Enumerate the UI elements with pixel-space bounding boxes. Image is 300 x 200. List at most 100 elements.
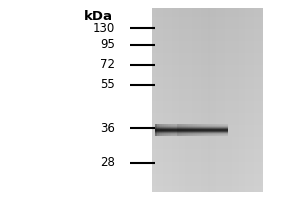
Bar [197, 124, 199, 136]
Bar [152, 72, 263, 73]
Bar [152, 121, 263, 122]
Bar [152, 166, 263, 167]
Bar [201, 124, 203, 136]
Bar [152, 112, 263, 113]
Bar [152, 96, 263, 97]
Bar [152, 37, 263, 38]
Bar [152, 146, 263, 147]
Bar [232, 8, 234, 192]
Bar [243, 8, 245, 192]
Bar [159, 124, 161, 136]
Bar [152, 43, 263, 44]
Bar [219, 8, 221, 192]
Bar [152, 165, 263, 166]
Bar [152, 81, 263, 82]
Bar [152, 152, 263, 153]
Bar [185, 8, 188, 192]
Bar [167, 8, 170, 192]
Bar [152, 130, 263, 131]
Bar [159, 8, 161, 192]
Bar [181, 8, 183, 192]
Bar [152, 174, 263, 175]
Bar [152, 163, 263, 164]
Bar [152, 137, 263, 138]
Bar [152, 84, 263, 85]
Bar [152, 10, 263, 11]
Bar [212, 8, 214, 192]
Bar [152, 103, 263, 104]
Bar [152, 102, 263, 103]
Bar [152, 126, 263, 127]
Bar [152, 90, 263, 91]
Bar [161, 8, 163, 192]
Bar [152, 59, 263, 60]
Bar [208, 124, 210, 136]
Bar [192, 8, 194, 192]
Bar [152, 180, 263, 181]
Bar [152, 94, 263, 95]
Bar [175, 124, 177, 136]
Bar [152, 168, 263, 169]
Bar [152, 133, 263, 134]
Bar [152, 22, 263, 23]
Bar [152, 82, 263, 83]
Bar [256, 8, 259, 192]
Bar [152, 147, 263, 148]
Bar [152, 172, 263, 173]
Bar [152, 154, 263, 155]
Bar [152, 53, 263, 54]
Bar [165, 8, 167, 192]
Bar [223, 124, 224, 136]
Bar [152, 99, 263, 100]
Bar [152, 20, 263, 21]
Bar [152, 11, 263, 12]
Bar [152, 15, 263, 16]
Bar [152, 29, 263, 30]
Bar [152, 159, 263, 160]
Bar [152, 101, 263, 102]
Bar [191, 124, 193, 136]
Bar [152, 88, 263, 89]
Bar [152, 56, 263, 57]
Bar [152, 145, 263, 146]
Bar [152, 14, 263, 15]
Bar [210, 124, 212, 136]
Bar [152, 188, 263, 189]
Bar [152, 78, 263, 79]
Bar [152, 107, 263, 108]
Bar [202, 124, 204, 136]
Bar [152, 93, 263, 94]
Bar [206, 124, 208, 136]
Bar [152, 151, 263, 152]
Bar [205, 8, 208, 192]
Bar [230, 8, 232, 192]
Bar [152, 89, 263, 90]
Bar [172, 8, 174, 192]
Bar [152, 46, 263, 47]
Bar [234, 8, 236, 192]
Bar [152, 50, 263, 51]
Bar [152, 191, 263, 192]
Bar [164, 124, 166, 136]
Bar [152, 98, 263, 99]
Bar [188, 8, 190, 192]
Bar [152, 187, 263, 188]
Bar [152, 32, 263, 33]
Bar [152, 123, 263, 124]
Bar [152, 70, 263, 71]
Bar [176, 8, 178, 192]
Bar [152, 73, 263, 74]
Bar [186, 124, 188, 136]
Bar [201, 8, 203, 192]
Bar [152, 160, 263, 161]
Bar [152, 183, 263, 184]
Bar [152, 31, 263, 32]
Bar [152, 182, 263, 183]
Bar [152, 51, 263, 52]
Bar [152, 116, 263, 117]
Bar [152, 129, 263, 130]
Bar [152, 111, 263, 112]
Bar [254, 8, 256, 192]
Bar [152, 140, 263, 141]
Bar [152, 124, 263, 125]
